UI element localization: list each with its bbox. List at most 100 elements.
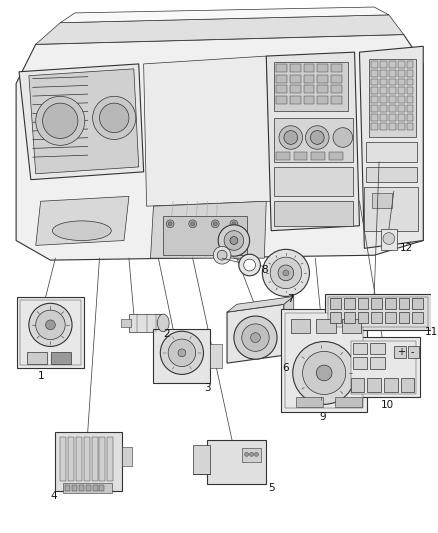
Bar xyxy=(63,483,112,492)
Circle shape xyxy=(36,96,85,146)
Circle shape xyxy=(92,96,136,140)
Bar xyxy=(371,79,378,85)
Bar xyxy=(398,114,405,121)
Text: 12: 12 xyxy=(400,244,413,253)
Bar xyxy=(394,346,406,358)
Bar xyxy=(367,378,381,392)
Bar xyxy=(331,64,342,72)
Circle shape xyxy=(99,103,129,133)
Text: 7: 7 xyxy=(287,294,294,304)
Bar xyxy=(353,343,367,354)
Bar xyxy=(107,437,113,481)
Circle shape xyxy=(213,246,231,264)
Bar xyxy=(398,79,405,85)
Bar xyxy=(60,437,66,481)
Bar xyxy=(406,96,413,103)
Bar xyxy=(274,201,353,226)
Bar xyxy=(398,70,405,77)
Circle shape xyxy=(306,126,329,149)
Circle shape xyxy=(191,222,194,226)
Bar xyxy=(406,105,413,112)
Bar xyxy=(371,96,378,103)
Bar xyxy=(406,123,413,130)
Bar xyxy=(371,312,382,323)
Bar xyxy=(380,114,387,121)
Bar xyxy=(380,61,387,68)
Bar xyxy=(291,319,311,333)
Polygon shape xyxy=(144,56,271,206)
Bar xyxy=(285,313,364,408)
Bar xyxy=(328,297,428,327)
Circle shape xyxy=(178,349,186,357)
Bar xyxy=(401,378,414,392)
Bar xyxy=(407,346,419,358)
Bar xyxy=(290,85,300,93)
Bar xyxy=(347,337,420,398)
Bar xyxy=(79,485,84,491)
Bar xyxy=(380,79,387,85)
Bar xyxy=(372,193,392,208)
Bar xyxy=(84,437,90,481)
Circle shape xyxy=(36,310,65,340)
Bar xyxy=(371,114,378,121)
Polygon shape xyxy=(19,64,144,180)
Text: 11: 11 xyxy=(424,327,438,337)
Bar xyxy=(380,70,387,77)
Bar xyxy=(76,437,82,481)
Circle shape xyxy=(168,222,172,226)
Text: 1: 1 xyxy=(37,371,44,381)
Polygon shape xyxy=(36,196,129,245)
Bar xyxy=(371,70,378,77)
Bar xyxy=(389,105,396,112)
Bar xyxy=(129,314,163,332)
Circle shape xyxy=(293,342,356,405)
Bar xyxy=(389,79,396,85)
Circle shape xyxy=(218,225,250,256)
Bar xyxy=(193,445,210,474)
Polygon shape xyxy=(60,7,389,23)
Circle shape xyxy=(270,257,302,288)
Bar xyxy=(290,75,300,83)
Bar xyxy=(399,298,410,309)
Bar xyxy=(398,61,405,68)
Polygon shape xyxy=(16,35,423,260)
Bar xyxy=(276,64,287,72)
Bar xyxy=(55,432,122,491)
Bar xyxy=(389,87,396,94)
Bar xyxy=(325,294,431,330)
Bar xyxy=(385,312,396,323)
Text: 4: 4 xyxy=(50,490,57,500)
Bar xyxy=(406,79,413,85)
Bar xyxy=(208,440,266,484)
Bar xyxy=(389,61,396,68)
Bar xyxy=(353,357,367,369)
Text: 2: 2 xyxy=(163,329,170,338)
Circle shape xyxy=(211,220,219,228)
Bar xyxy=(317,85,328,93)
Bar xyxy=(384,378,398,392)
Polygon shape xyxy=(151,201,266,258)
Circle shape xyxy=(316,365,332,381)
Bar xyxy=(380,96,387,103)
Polygon shape xyxy=(227,296,294,312)
Bar xyxy=(331,85,342,93)
Bar xyxy=(342,319,361,333)
Bar xyxy=(316,319,336,333)
Bar xyxy=(153,329,210,383)
Bar xyxy=(65,485,70,491)
Circle shape xyxy=(217,251,227,260)
Circle shape xyxy=(168,339,196,367)
Bar xyxy=(371,87,378,94)
Circle shape xyxy=(279,126,303,149)
Bar xyxy=(371,298,382,309)
Bar xyxy=(364,187,418,231)
Bar xyxy=(357,312,368,323)
Circle shape xyxy=(166,220,174,228)
Polygon shape xyxy=(360,46,423,248)
Bar xyxy=(17,297,84,368)
Bar xyxy=(371,123,378,130)
Bar xyxy=(210,343,222,368)
Bar xyxy=(385,298,396,309)
Bar xyxy=(406,61,413,68)
Bar xyxy=(92,437,98,481)
